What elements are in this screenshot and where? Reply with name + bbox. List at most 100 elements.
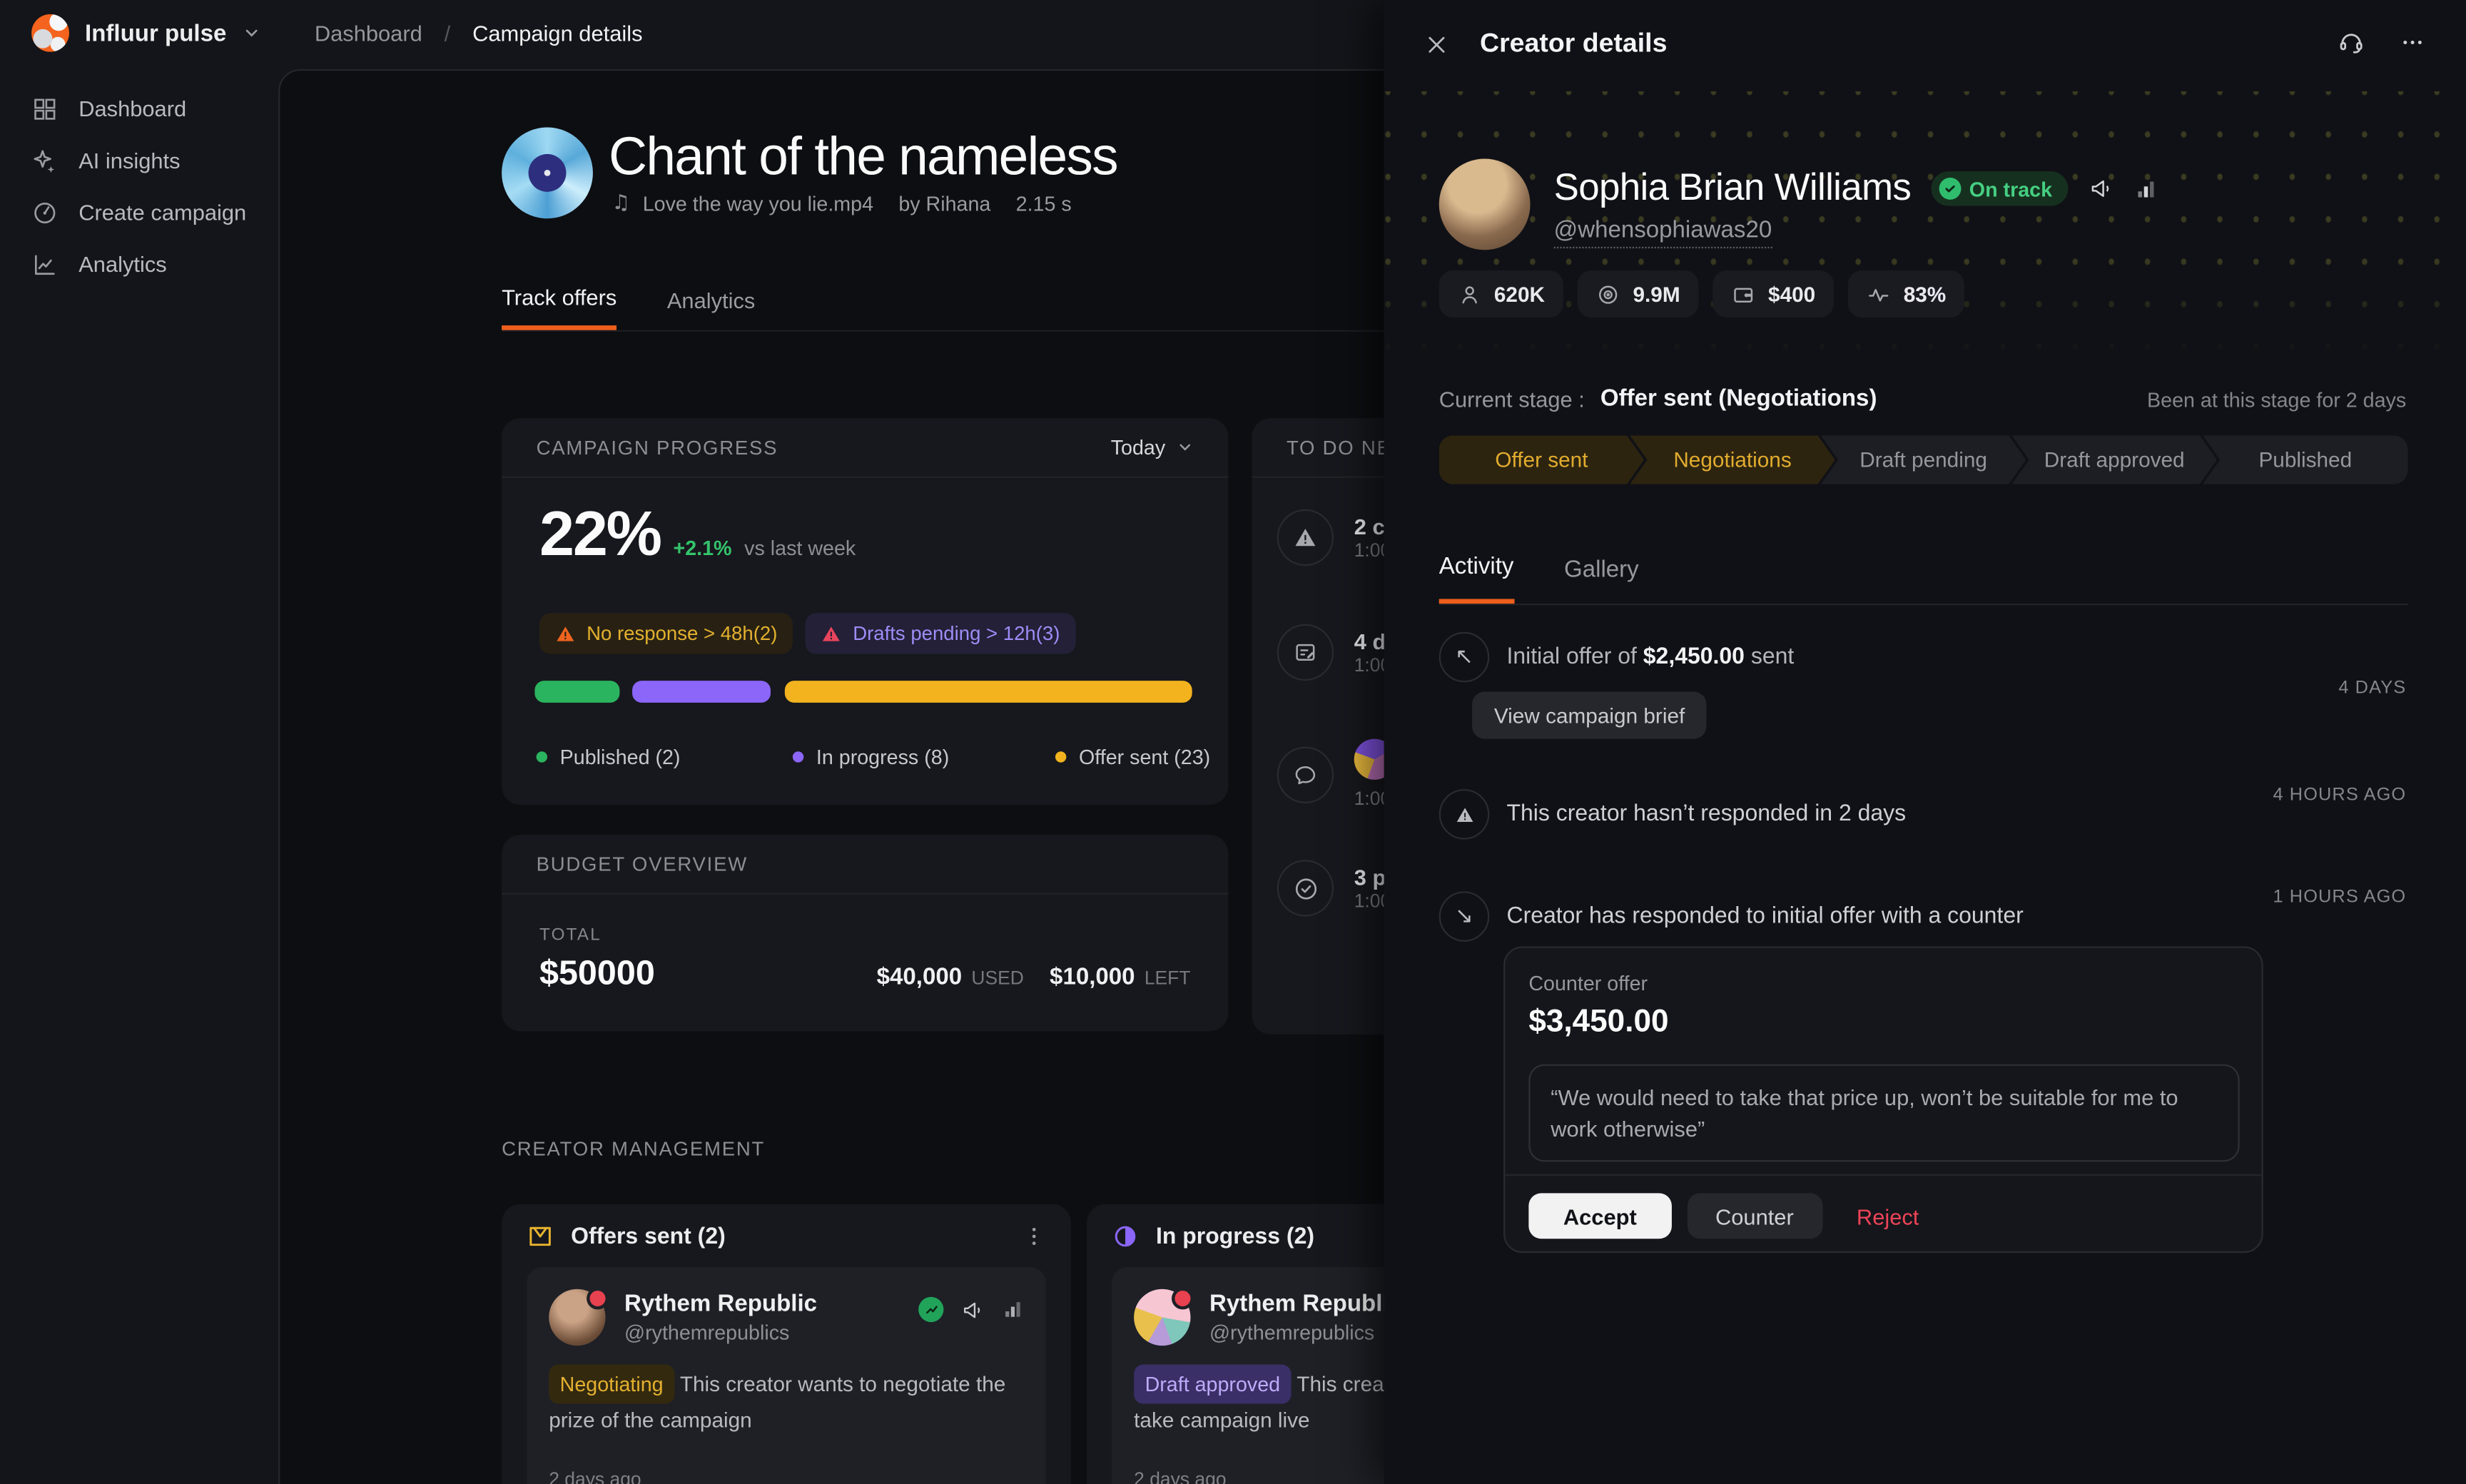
arrow-down-right-icon: ↘ <box>1438 891 1490 942</box>
step-negotiations[interactable]: Negotiations <box>1630 435 1835 484</box>
view-campaign-brief-button[interactable]: View campaign brief <box>1472 691 1708 739</box>
alert-triangle-icon <box>1438 789 1490 840</box>
breadcrumb-parent[interactable]: Dashboard <box>314 20 422 46</box>
sidebar-item-create-campaign[interactable]: Create campaign <box>31 192 268 233</box>
breadcrumb: Dashboard / Campaign details <box>315 21 643 46</box>
timeline-text: This creator hasn’t responded in 2 days <box>1506 801 1907 827</box>
period-value: Today <box>1110 435 1166 459</box>
budget-card: BUDGET OVERVIEW TOTAL $50000 $40,000 USE… <box>502 835 1229 1032</box>
music-note-icon: ♫ <box>612 191 631 215</box>
stat-engagement: 83% <box>1848 270 1965 318</box>
creator-name: Rythem Republic <box>624 1290 818 1318</box>
creator-status-line: Negotiating This creator wants to negoti… <box>549 1364 1005 1404</box>
arrow-up-left-icon: ↖ <box>1438 631 1490 683</box>
brand-switcher[interactable]: Influur pulse <box>31 14 261 52</box>
more-menu-icon[interactable] <box>2400 30 2425 55</box>
sidebar-item-dashboard[interactable]: Dashboard <box>31 88 268 128</box>
status-text: prize of the campaign <box>549 1408 752 1433</box>
period-dropdown[interactable]: Today <box>1111 435 1194 459</box>
kebab-menu-icon[interactable] <box>1023 1224 1046 1248</box>
bar-chart-icon[interactable] <box>1002 1298 1024 1321</box>
presence-dot <box>1172 1287 1194 1310</box>
timeline-item-counter: ↘ Creator has responded to initial offer… <box>1438 891 2024 942</box>
column-offers-sent: Offers sent (2) Rythem Republic @rythemr… <box>502 1204 1071 1484</box>
accept-button[interactable]: Accept <box>1528 1193 1672 1239</box>
card-heading: BUDGET OVERVIEW <box>536 853 749 875</box>
budget-total: $50000 <box>539 952 655 992</box>
page-title: Chant of the nameless <box>608 127 1119 188</box>
stage-stepper: Offer sent Negotiations Draft pending Dr… <box>1439 435 2408 484</box>
grid-icon <box>31 95 58 121</box>
status-chip: Negotiating <box>549 1364 675 1404</box>
person-icon <box>1458 283 1481 306</box>
warning-triangle-icon <box>555 624 576 644</box>
timeline-time: 4 HOURS AGO <box>2273 786 2407 805</box>
bar-offer-sent <box>784 681 1192 703</box>
warning-triangle-icon <box>821 624 842 644</box>
breadcrumb-current: Campaign details <box>472 20 643 46</box>
gauge-icon <box>31 199 58 225</box>
tab-activity[interactable]: Activity <box>1438 554 1514 604</box>
track-artist: by Rihana <box>898 191 991 215</box>
status-chip: Draft approved <box>1134 1364 1292 1404</box>
budget-left-label: LEFT <box>1144 965 1191 988</box>
alert-chip-drafts-pending[interactable]: Drafts pending > 12h(3) <box>806 613 1076 654</box>
alert-label: Drafts pending > 12h(3) <box>853 622 1060 645</box>
mail-icon <box>527 1223 553 1249</box>
stage-duration-note: Been at this stage for 2 days <box>2147 388 2407 412</box>
creator-handle: @rythemrepublics <box>624 1320 790 1344</box>
timeline-item-offer: ↖ Initial offer of $2,450.00 sent <box>1438 631 1794 683</box>
counter-button[interactable]: Counter <box>1687 1193 1822 1239</box>
bar-chart-icon[interactable] <box>2134 177 2158 200</box>
section-heading: CREATOR MANAGEMENT <box>502 1138 766 1161</box>
stats-row: 620K 9.9M $400 83% <box>1438 270 1965 318</box>
budget-used: $40,000 <box>876 963 963 991</box>
step-draft-approved[interactable]: Draft approved <box>2012 435 2217 484</box>
reject-button[interactable]: Reject <box>1856 1203 1919 1229</box>
close-icon[interactable] <box>1425 32 1448 56</box>
tab-analytics[interactable]: Analytics <box>666 287 756 312</box>
creator-avatar <box>1438 158 1531 250</box>
sidebar-item-ai-insights[interactable]: AI insights <box>31 140 268 181</box>
headset-icon[interactable] <box>2337 29 2365 57</box>
half-circle-icon <box>1112 1223 1138 1249</box>
step-published[interactable]: Published <box>2203 435 2408 484</box>
status-label: On track <box>1969 176 2053 200</box>
brand-logo-icon <box>31 14 69 52</box>
column-title: Offers sent (2) <box>571 1224 726 1249</box>
track-filename: Love the way you lie.mp4 <box>642 191 874 215</box>
sidebar-item-label: Create campaign <box>78 199 247 225</box>
trending-badge-icon <box>918 1296 944 1323</box>
counter-offer-card: Counter offer $3,450.00 “We would need t… <box>1503 946 2263 1254</box>
avatar <box>1134 1287 1194 1346</box>
sidebar-item-label: Dashboard <box>78 96 187 121</box>
tab-track-offers[interactable]: Track offers <box>502 285 617 330</box>
presence-dot <box>587 1287 609 1310</box>
megaphone-icon[interactable] <box>2089 176 2114 201</box>
legend-label: Published (2) <box>559 745 681 769</box>
track-duration: 2.15 s <box>1015 191 1072 215</box>
todo-item[interactable]: 1:00 <box>1277 738 1396 810</box>
legend-label: Offer sent (23) <box>1078 745 1211 769</box>
alert-chip-no-response[interactable]: No response > 48h(2) <box>539 613 793 654</box>
timeline-time: 4 DAYS <box>2338 679 2407 698</box>
creator-name: Sophia Brian Williams <box>1553 166 1912 210</box>
sidebar-item-analytics[interactable]: Analytics <box>31 244 268 285</box>
legend-label: In progress (8) <box>816 745 950 769</box>
creator-name: Rythem Republic <box>1209 1290 1403 1318</box>
sidebar-item-label: AI insights <box>78 148 181 173</box>
brand-name: Influur pulse <box>85 19 227 46</box>
breadcrumb-separator: / <box>444 20 451 46</box>
megaphone-icon[interactable] <box>961 1298 985 1321</box>
budget-total-label: TOTAL <box>539 925 602 945</box>
tab-gallery[interactable]: Gallery <box>1563 555 1639 583</box>
step-offer-sent[interactable]: Offer sent <box>1439 435 1644 484</box>
panel-header-actions <box>2337 29 2425 57</box>
creator-handle[interactable]: @whensophiawas20 <box>1553 217 1772 249</box>
creator-card[interactable]: Rythem Republic @rythemrepublics Negotia… <box>527 1266 1046 1484</box>
track-meta: ♫ Love the way you lie.mp4 by Rihana 2.1… <box>612 192 1071 215</box>
timeline-text: Creator has responded to initial offer w… <box>1506 903 2024 930</box>
line-chart-icon <box>31 250 58 277</box>
step-draft-pending[interactable]: Draft pending <box>1821 435 2026 484</box>
